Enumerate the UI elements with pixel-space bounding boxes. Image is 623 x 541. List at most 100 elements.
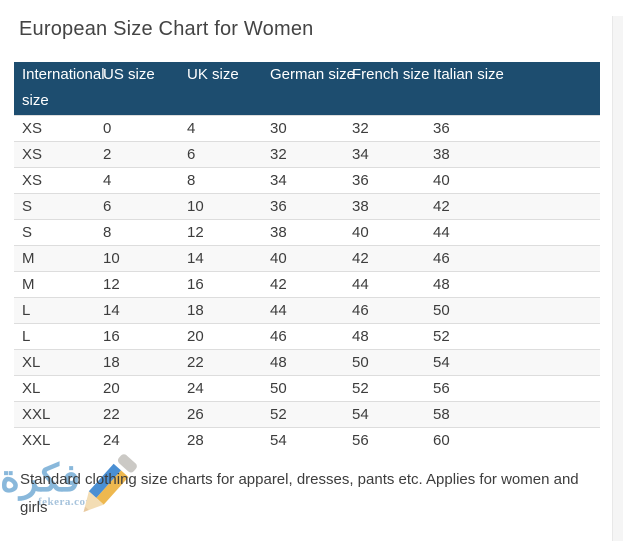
table-cell: XXL [14, 401, 95, 428]
table-cell: 40 [344, 219, 425, 246]
table-cell: 6 [179, 141, 262, 168]
table-cell: XS [14, 167, 95, 194]
table-cell: M [14, 245, 95, 272]
column-header: German size [262, 62, 355, 116]
table-cell: 24 [95, 427, 179, 453]
table-cell: 42 [344, 245, 425, 272]
table-cell: 48 [262, 349, 344, 376]
table-cell: 52 [425, 323, 600, 350]
table-cell: 12 [95, 271, 179, 298]
size-chart-table: International size US size UK size German s… [14, 62, 600, 453]
table-row: S 6 10 36 38 42 [14, 193, 600, 220]
table-cell: XXL [14, 427, 95, 453]
table-cell: 8 [95, 219, 179, 246]
column-header: Italian size [425, 62, 600, 116]
pencil-icon [72, 449, 142, 523]
table-cell: 18 [179, 297, 262, 324]
table-cell: 12 [179, 219, 262, 246]
table-cell: 38 [425, 141, 600, 168]
fekera-domain-text: fekera.com [38, 496, 96, 508]
table-cell: 34 [262, 167, 344, 194]
table-cell: 4 [95, 167, 179, 194]
table-cell: 30 [262, 115, 344, 142]
table-row: XXL 22 26 52 54 58 [14, 401, 600, 428]
table-header-row: International size US size UK size German s… [14, 62, 600, 116]
table-cell: 36 [262, 193, 344, 220]
table-cell: 2 [95, 141, 179, 168]
column-header: US size [95, 62, 179, 116]
table-cell: XL [14, 375, 95, 402]
table-cell: 50 [425, 297, 600, 324]
table-cell: 6 [95, 193, 179, 220]
table-row: L 16 20 46 48 52 [14, 323, 600, 350]
table-cell: 38 [262, 219, 344, 246]
table-cell: XS [14, 141, 95, 168]
table-cell: 56 [425, 375, 600, 402]
table-cell: 52 [262, 401, 344, 428]
table-cell: XL [14, 349, 95, 376]
table-cell: 42 [262, 271, 344, 298]
table-cell: 54 [425, 349, 600, 376]
table-cell: 10 [95, 245, 179, 272]
column-header: International size [14, 62, 105, 116]
table-row: XS 4 8 34 36 40 [14, 167, 600, 194]
table-row: XL 20 24 50 52 56 [14, 375, 600, 402]
table-cell: 52 [344, 375, 425, 402]
table-row: L 14 18 44 46 50 [14, 297, 600, 324]
table-row: XS 2 6 32 34 38 [14, 141, 600, 168]
table-cell: 8 [179, 167, 262, 194]
table-cell: 48 [425, 271, 600, 298]
table-cell: 22 [95, 401, 179, 428]
table-cell: 32 [344, 115, 425, 142]
fekera-logo-text: فكرة [0, 458, 81, 500]
table-cell: 10 [179, 193, 262, 220]
table-cell: 14 [95, 297, 179, 324]
table-cell: 46 [344, 297, 425, 324]
fekera-watermark: فكرة fekera.com [0, 454, 137, 513]
table-cell: 36 [344, 167, 425, 194]
table-cell: 16 [95, 323, 179, 350]
table-cell: M [14, 271, 95, 298]
table-cell: 34 [344, 141, 425, 168]
table-cell: 44 [344, 271, 425, 298]
column-header: UK size [179, 62, 262, 116]
table-cell: S [14, 193, 95, 220]
table-cell: 46 [262, 323, 344, 350]
size-table-body: XS 0 4 30 32 36 XS 2 6 32 34 38 XS 4 8 34 36 40 S 6 10 36 38 42… [14, 115, 600, 453]
table-row: M 10 14 40 42 46 [14, 245, 600, 272]
table-cell: 32 [262, 141, 344, 168]
table-cell: 50 [262, 375, 344, 402]
table-cell: 46 [425, 245, 600, 272]
table-cell: 20 [95, 375, 179, 402]
page-title: European Size Chart for Women [19, 18, 314, 40]
table-row: XXL 24 28 54 56 60 [14, 427, 600, 453]
column-header: French size [344, 62, 430, 116]
table-cell: 48 [344, 323, 425, 350]
table-cell: 54 [344, 401, 425, 428]
table-cell: 50 [344, 349, 425, 376]
table-cell: 42 [425, 193, 600, 220]
table-cell: 20 [179, 323, 262, 350]
table-cell: 14 [179, 245, 262, 272]
table-cell: 26 [179, 401, 262, 428]
table-cell: L [14, 323, 95, 350]
table-cell: 56 [344, 427, 425, 453]
table-cell: 40 [425, 167, 600, 194]
table-cell: 28 [179, 427, 262, 453]
table-cell: 4 [179, 115, 262, 142]
table-row: M 12 16 42 44 48 [14, 271, 600, 298]
table-cell: 38 [344, 193, 425, 220]
table-cell: XS [14, 115, 95, 142]
table-cell: 44 [262, 297, 344, 324]
page: European Size Chart for Women Internatio… [0, 16, 623, 541]
table-cell: 58 [425, 401, 600, 428]
table-cell: 18 [95, 349, 179, 376]
table-cell: L [14, 297, 95, 324]
table-cell: S [14, 219, 95, 246]
table-cell: 22 [179, 349, 262, 376]
footer-note: Standard clothing size charts for appare… [20, 471, 579, 516]
table-cell: 40 [262, 245, 344, 272]
table-cell: 54 [262, 427, 344, 453]
scrollbar-track[interactable] [612, 16, 623, 541]
footer-section: فكرة fekera.com Standard clothing size c… [0, 454, 623, 522]
